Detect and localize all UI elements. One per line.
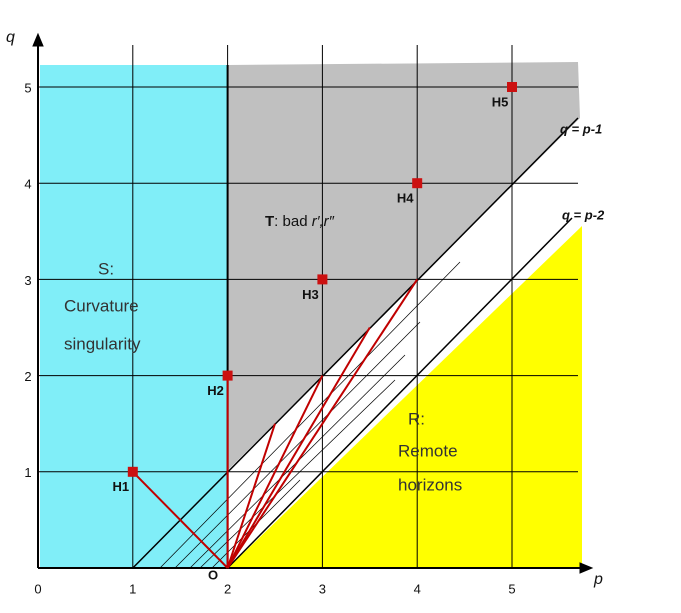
line-label: q = p-1 <box>560 121 602 136</box>
line-q-p-2 <box>227 217 573 569</box>
point <box>222 370 233 381</box>
region-label: singularity <box>64 334 141 353</box>
x-tick-label: 5 <box>508 581 515 596</box>
axis-label: p <box>593 571 603 588</box>
arrow <box>579 562 594 574</box>
red-line <box>226 375 324 569</box>
region-r <box>228 226 582 568</box>
x-tick-label: 4 <box>414 581 421 596</box>
arrow <box>32 32 44 47</box>
x-tick-label: 0 <box>34 581 41 596</box>
origin-label: O <box>208 567 218 582</box>
y-tick-label: 5 <box>24 80 31 95</box>
hatch-line <box>174 321 421 569</box>
red-line <box>132 471 229 569</box>
red-line <box>226 326 371 569</box>
point <box>507 82 517 92</box>
region-label: S: <box>98 259 114 278</box>
region-t <box>228 62 580 470</box>
y-tick-label: 1 <box>24 465 31 480</box>
line-q-p-1 <box>132 117 579 569</box>
y-tick-label: 3 <box>24 273 31 288</box>
region-label: R: <box>408 409 425 428</box>
line-label: q = p-2 <box>562 207 605 222</box>
region-label: T: bad r′,r″ <box>265 213 335 230</box>
point-label: H5 <box>492 94 509 109</box>
red-line <box>226 278 419 569</box>
x-tick-label: 3 <box>319 581 326 596</box>
region-label: Curvature <box>64 296 139 315</box>
region-label: horizons <box>398 475 462 494</box>
region-label: Remote <box>398 441 458 460</box>
y-tick-label: 2 <box>24 369 31 384</box>
point <box>127 466 138 477</box>
y-tick-label: 4 <box>24 177 31 192</box>
region-s <box>40 65 228 568</box>
hatch-line <box>199 379 396 569</box>
point <box>412 178 423 189</box>
point <box>317 274 328 285</box>
red-line <box>226 423 276 569</box>
hatch-line <box>159 261 461 569</box>
axis-label: q <box>6 29 15 46</box>
point-label: H4 <box>397 191 414 206</box>
point-label: H1 <box>112 479 129 494</box>
point-label: H2 <box>207 383 224 398</box>
x-tick-label: 1 <box>129 581 136 596</box>
point-label: H3 <box>302 287 319 302</box>
x-tick-label: 2 <box>224 581 231 596</box>
